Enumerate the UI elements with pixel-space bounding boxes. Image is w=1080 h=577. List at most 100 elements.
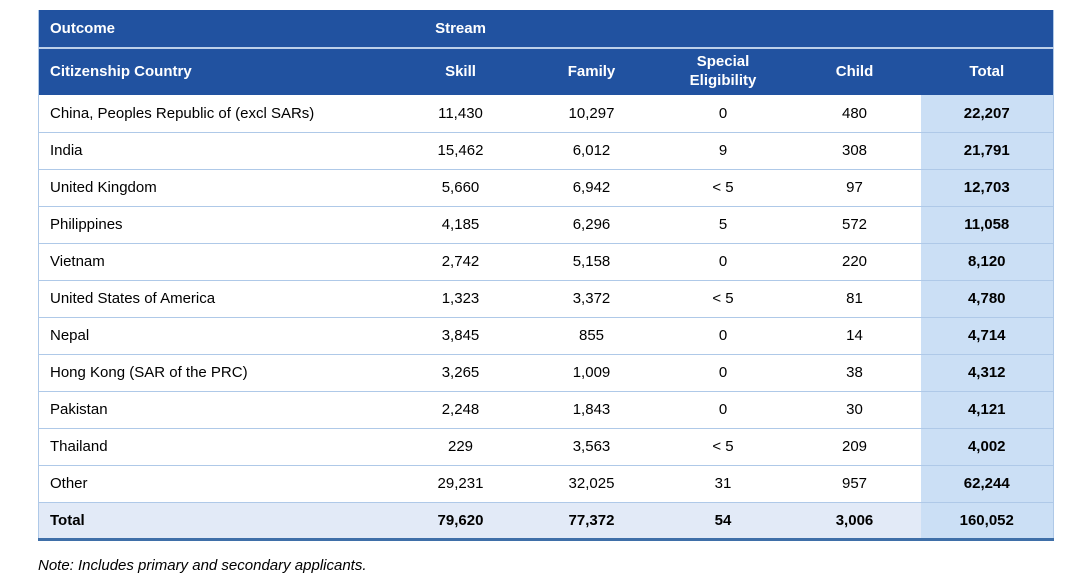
child-cell: 97 (788, 169, 921, 207)
family-cell: 32,025 (525, 465, 658, 503)
family-cell: 1,009 (525, 354, 658, 392)
special-eligibility-cell: < 5 (657, 169, 789, 207)
skill-cell: 15,462 (395, 132, 526, 170)
column-header-country: Citizenship Country (38, 48, 396, 95)
column-header-special-eligibility-label: Special Eligibility (689, 53, 757, 89)
special-eligibility-cell: 31 (657, 465, 789, 503)
special-eligibility-cell: < 5 (657, 280, 789, 318)
total-row-label: Total (38, 502, 396, 541)
special-eligibility-cell: < 5 (657, 428, 789, 466)
child-cell: 308 (788, 132, 921, 170)
group-header-spacer (525, 10, 1054, 49)
family-cell: 6,296 (525, 206, 658, 244)
table-row-india: India 15,462 6,012 9 308 21,791 (38, 132, 1054, 170)
total-cell: 12,703 (920, 169, 1054, 207)
special-eligibility-cell: 0 (657, 95, 789, 133)
special-eligibility-cell: 0 (657, 243, 789, 281)
table-row-philippines: Philippines 4,185 6,296 5 572 11,058 (38, 206, 1054, 244)
skill-cell: 2,742 (395, 243, 526, 281)
family-cell: 3,563 (525, 428, 658, 466)
country-cell: China, Peoples Republic of (excl SARs) (38, 95, 396, 133)
total-cell: 4,714 (920, 317, 1054, 355)
family-cell: 5,158 (525, 243, 658, 281)
family-cell: 6,942 (525, 169, 658, 207)
column-header-skill: Skill (395, 48, 526, 95)
table-row-other: Other 29,231 32,025 31 957 62,244 (38, 465, 1054, 503)
table-row-total: Total 79,620 77,372 54 3,006 160,052 (38, 502, 1054, 541)
total-cell: 4,121 (920, 391, 1054, 429)
total-cell: 21,791 (920, 132, 1054, 170)
child-cell: 220 (788, 243, 921, 281)
table-row-united-kingdom: United Kingdom 5,660 6,942 < 5 97 12,703 (38, 169, 1054, 207)
skill-cell: 11,430 (395, 95, 526, 133)
family-cell: 6,012 (525, 132, 658, 170)
child-cell: 480 (788, 95, 921, 133)
total-skill-cell: 79,620 (395, 502, 526, 541)
child-cell: 209 (788, 428, 921, 466)
special-eligibility-cell: 5 (657, 206, 789, 244)
special-eligibility-cell: 0 (657, 317, 789, 355)
special-eligibility-cell: 9 (657, 132, 789, 170)
skill-cell: 3,265 (395, 354, 526, 392)
table-row-china: China, Peoples Republic of (excl SARs) 1… (38, 95, 1054, 133)
column-header-special-eligibility: Special Eligibility (657, 48, 789, 95)
stream-group-header: Stream (395, 10, 526, 49)
country-cell: United States of America (38, 280, 396, 318)
total-family-cell: 77,372 (525, 502, 658, 541)
column-header-row: Citizenship Country Skill Family Special… (38, 48, 1054, 95)
total-cell: 62,244 (920, 465, 1054, 503)
grand-total-cell: 160,052 (920, 502, 1054, 541)
total-cell: 22,207 (920, 95, 1054, 133)
special-eligibility-cell: 0 (657, 391, 789, 429)
outcomes-by-stream-table: Outcome Stream Citizenship Country Skill… (38, 10, 1054, 541)
total-cell: 8,120 (920, 243, 1054, 281)
child-cell: 81 (788, 280, 921, 318)
country-cell: Nepal (38, 317, 396, 355)
table-row-pakistan: Pakistan 2,248 1,843 0 30 4,121 (38, 391, 1054, 429)
country-cell: India (38, 132, 396, 170)
country-cell: Other (38, 465, 396, 503)
country-cell: Thailand (38, 428, 396, 466)
child-cell: 38 (788, 354, 921, 392)
total-cell: 4,312 (920, 354, 1054, 392)
family-cell: 10,297 (525, 95, 658, 133)
special-eligibility-cell: 0 (657, 354, 789, 392)
child-cell: 957 (788, 465, 921, 503)
outcome-group-header: Outcome (38, 10, 396, 49)
family-cell: 1,843 (525, 391, 658, 429)
total-special-eligibility-cell: 54 (657, 502, 789, 541)
child-cell: 572 (788, 206, 921, 244)
table-row-hong-kong: Hong Kong (SAR of the PRC) 3,265 1,009 0… (38, 354, 1054, 392)
family-cell: 3,372 (525, 280, 658, 318)
column-header-child: Child (788, 48, 921, 95)
footnote: Note: Includes primary and secondary app… (38, 556, 367, 574)
group-header-row: Outcome Stream (38, 10, 1054, 49)
child-cell: 30 (788, 391, 921, 429)
skill-cell: 29,231 (395, 465, 526, 503)
skill-cell: 2,248 (395, 391, 526, 429)
skill-cell: 5,660 (395, 169, 526, 207)
country-cell: United Kingdom (38, 169, 396, 207)
column-header-family: Family (525, 48, 658, 95)
country-cell: Philippines (38, 206, 396, 244)
total-child-cell: 3,006 (788, 502, 921, 541)
total-cell: 4,002 (920, 428, 1054, 466)
skill-cell: 229 (395, 428, 526, 466)
skill-cell: 3,845 (395, 317, 526, 355)
skill-cell: 1,323 (395, 280, 526, 318)
table-header: Outcome Stream Citizenship Country Skill… (38, 10, 1054, 95)
table-row-nepal: Nepal 3,845 855 0 14 4,714 (38, 317, 1054, 355)
country-cell: Pakistan (38, 391, 396, 429)
country-cell: Hong Kong (SAR of the PRC) (38, 354, 396, 392)
child-cell: 14 (788, 317, 921, 355)
total-cell: 4,780 (920, 280, 1054, 318)
skill-cell: 4,185 (395, 206, 526, 244)
table-row-united-states: United States of America 1,323 3,372 < 5… (38, 280, 1054, 318)
total-cell: 11,058 (920, 206, 1054, 244)
country-cell: Vietnam (38, 243, 396, 281)
table-row-vietnam: Vietnam 2,742 5,158 0 220 8,120 (38, 243, 1054, 281)
table-body: China, Peoples Republic of (excl SARs) 1… (38, 95, 1054, 541)
family-cell: 855 (525, 317, 658, 355)
table-row-thailand: Thailand 229 3,563 < 5 209 4,002 (38, 428, 1054, 466)
